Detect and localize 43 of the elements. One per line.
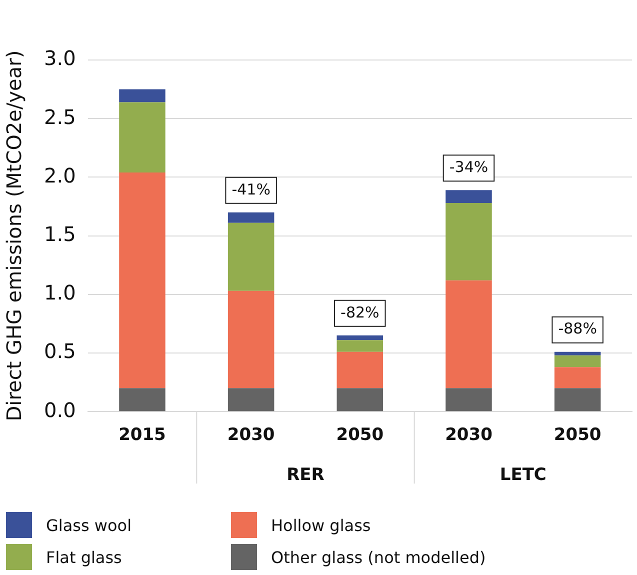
bar bbox=[228, 222, 274, 291]
bar bbox=[446, 280, 492, 388]
bar bbox=[336, 388, 384, 412]
text: RER bbox=[286, 465, 324, 486]
bar bbox=[228, 388, 274, 412]
annotation: -41% bbox=[232, 180, 270, 198]
x-tick-label: 2050 bbox=[336, 425, 384, 446]
bar bbox=[119, 388, 166, 412]
y-tick-label: 1.5 bbox=[44, 222, 76, 246]
legend-label: Hollow glass bbox=[271, 516, 371, 534]
bar bbox=[119, 102, 166, 173]
bar bbox=[228, 212, 274, 223]
annotation: -34% bbox=[449, 158, 488, 176]
bar bbox=[446, 202, 492, 280]
x-tick-label: 2030 bbox=[227, 425, 275, 446]
y-tick-label: 2.0 bbox=[44, 163, 76, 188]
y-tick-label: 3.0 bbox=[44, 46, 76, 70]
y-tick-label: 1.0 bbox=[44, 280, 76, 305]
legend-label: Glass wool bbox=[46, 516, 132, 534]
x-tick-label: 2030 bbox=[445, 425, 493, 446]
bar bbox=[554, 388, 601, 412]
bar bbox=[119, 172, 166, 388]
y-axis-title: Direct GHG emissions (MtCO2e/year) bbox=[2, 50, 26, 422]
x-tick-label: 2015 bbox=[118, 425, 166, 446]
legend-label: Other glass (not modelled) bbox=[271, 548, 486, 566]
legend-label: Flat glass bbox=[46, 548, 122, 566]
bar bbox=[119, 89, 166, 102]
annotation: -82% bbox=[340, 303, 380, 322]
bar bbox=[336, 352, 384, 388]
y-tick-label: 0.0 bbox=[44, 398, 76, 422]
bar bbox=[554, 352, 601, 356]
y-tick-label: 0.5 bbox=[44, 339, 76, 364]
bar bbox=[336, 340, 384, 352]
x-tick-label: 2050 bbox=[554, 425, 602, 446]
bar bbox=[554, 367, 601, 388]
bar bbox=[228, 290, 274, 388]
bar bbox=[446, 190, 492, 203]
text: LETC bbox=[500, 465, 546, 486]
bar bbox=[446, 388, 492, 412]
annotation: -88% bbox=[558, 320, 597, 338]
y-tick-label: 2.5 bbox=[44, 104, 76, 129]
bar bbox=[554, 355, 601, 368]
bar bbox=[336, 335, 384, 340]
